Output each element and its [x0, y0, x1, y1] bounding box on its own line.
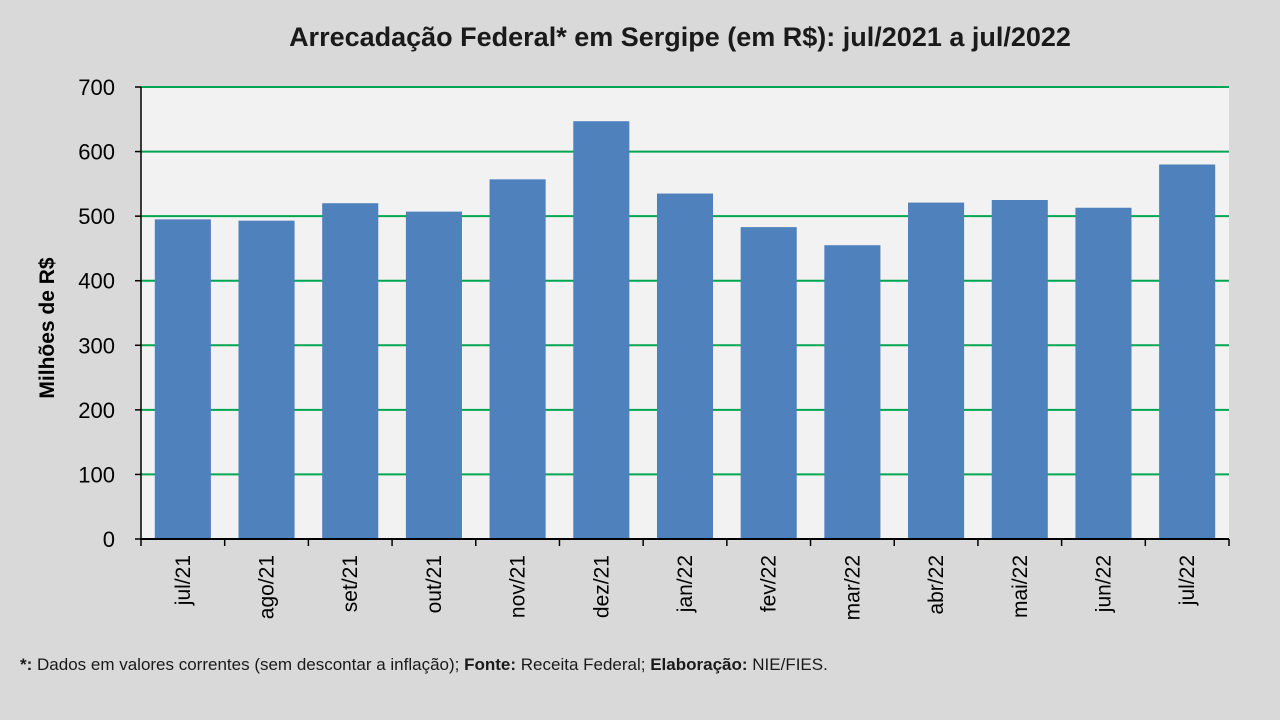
x-tick-label: jul/22 — [1176, 555, 1199, 606]
bar-jul-22 — [1159, 164, 1216, 539]
footnote-text: Dados em valores correntes (sem desconta… — [32, 655, 465, 674]
y-tick-labels: 0 100 200 300 400 500 600 700 — [78, 75, 115, 552]
y-tick-label: 0 — [103, 527, 115, 552]
x-tick-label: mai/22 — [1009, 555, 1032, 618]
bar-mai-22 — [991, 200, 1048, 539]
bars — [154, 121, 1216, 540]
x-tick-label: jul/21 — [172, 555, 195, 606]
bar-ago-21 — [238, 220, 295, 540]
footnote-elab-label: Elaboração: — [650, 655, 748, 674]
x-tick-label: abr/22 — [925, 555, 948, 615]
x-tick-label: ago/21 — [256, 555, 279, 619]
x-tick-label: out/21 — [423, 555, 446, 613]
bar-jun-22 — [1075, 207, 1132, 539]
y-tick-label: 100 — [78, 462, 115, 487]
footnote: *: Dados em valores correntes (sem desco… — [20, 655, 828, 675]
bar-jul-21 — [154, 219, 211, 539]
x-tick-label: jan/22 — [674, 555, 697, 613]
chart-title: Arrecadação Federal* em Sergipe (em R$):… — [289, 22, 1071, 52]
y-tick-label: 200 — [78, 398, 115, 423]
x-tick-label: dez/21 — [590, 555, 613, 618]
axes — [135, 86, 1230, 546]
bar-chart: 0 100 200 300 400 500 600 700 jul/21 ago/21 set/2… — [36, 75, 1230, 620]
bar-fev-22 — [740, 227, 797, 539]
x-tick-label: nov/21 — [507, 555, 530, 618]
footnote-source-value: Receita Federal; — [516, 655, 651, 674]
bar-dez-21 — [573, 121, 630, 540]
y-tick-label: 400 — [78, 269, 115, 294]
bar-set-21 — [322, 203, 379, 539]
x-tick-label: jun/22 — [1092, 555, 1115, 613]
y-tick-label: 600 — [78, 140, 115, 165]
x-tick-label: fev/22 — [758, 555, 781, 612]
bar-jan-22 — [656, 193, 714, 540]
y-tick-label: 700 — [78, 75, 115, 100]
y-tick-label: 500 — [78, 204, 115, 229]
bar-nov-21 — [489, 179, 546, 539]
x-tick-labels: jul/21 ago/21 set/21 out/21 nov/21 dez/21 jan/… — [172, 555, 1199, 620]
footnote-source-label: Fonte: — [464, 655, 517, 674]
footnote-marker: *: — [20, 655, 33, 674]
x-tick-label: set/21 — [339, 555, 362, 612]
bar-abr-22 — [908, 202, 965, 539]
y-tick-label: 300 — [78, 333, 115, 358]
bar-out-21 — [405, 211, 462, 539]
y-axis-label: Milhões de R$ — [36, 257, 59, 399]
x-tick-label: mar/22 — [841, 555, 864, 620]
footnote-elab-value: NIE/FIES. — [747, 655, 828, 674]
bar-mar-22 — [824, 245, 881, 539]
